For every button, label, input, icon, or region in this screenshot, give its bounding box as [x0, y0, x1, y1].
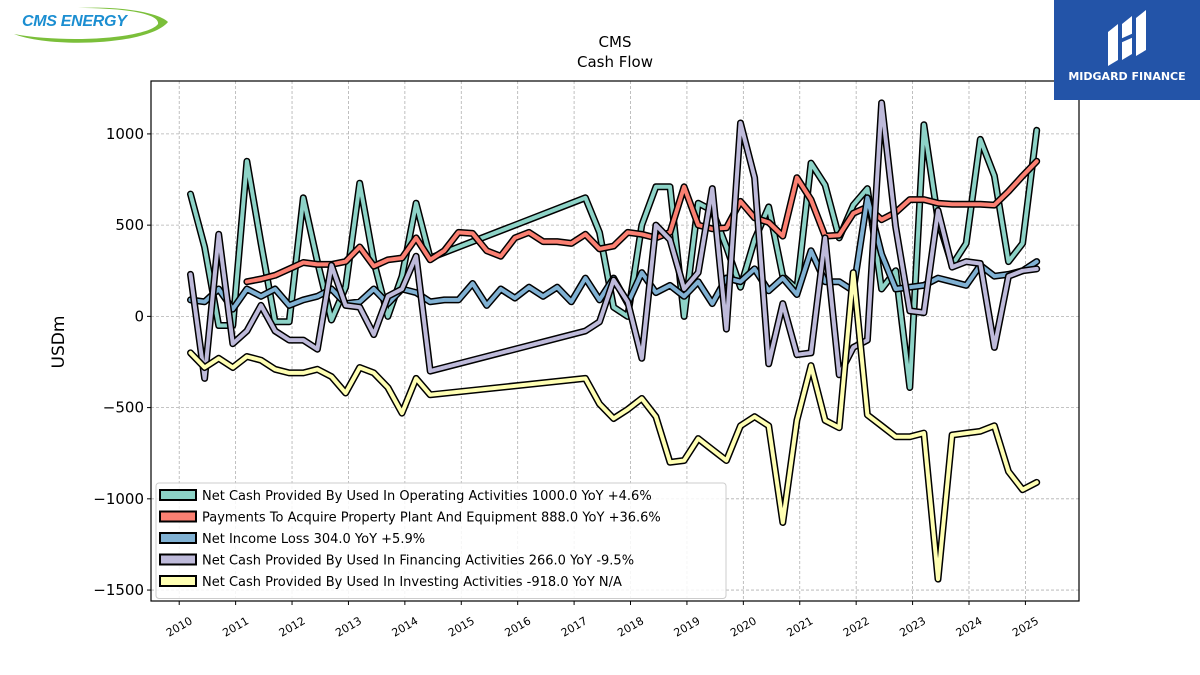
x-tick-label: 2022 — [841, 614, 872, 639]
x-tick-label: 2023 — [897, 614, 928, 639]
legend-swatch — [159, 553, 197, 566]
legend-label: Payments To Acquire Property Plant And E… — [202, 511, 661, 526]
legend-label: Net Income Loss 304.0 YoY +5.9% — [202, 532, 425, 547]
cms-energy-wordmark: CMS ENERGY — [22, 13, 127, 30]
midgard-finance-logo: MIDGARD FINANCE — [1054, 0, 1200, 100]
y-tick-label: 0 — [134, 307, 144, 325]
x-tick-label: 2010 — [164, 614, 195, 639]
y-tick-label: −1000 — [93, 490, 144, 508]
x-tick-label: 2021 — [785, 614, 816, 639]
legend-swatch — [159, 575, 197, 587]
legend-label: Net Cash Provided By Used In Operating A… — [202, 489, 652, 504]
series-line-2 — [244, 159, 1039, 284]
x-tick-label: 2016 — [502, 614, 533, 639]
midgard-mark-icon — [1108, 10, 1146, 66]
x-tick-label: 2013 — [333, 614, 364, 639]
y-tick-label: 1000 — [106, 125, 144, 143]
series-line-5 — [188, 270, 1039, 582]
legend: Net Cash Provided By Used In Operating A… — [155, 482, 727, 599]
x-tick-label: 2011 — [220, 614, 251, 639]
x-tick-label: 2019 — [672, 614, 703, 639]
legend-box — [155, 482, 727, 599]
x-tick-label: 2024 — [954, 614, 985, 639]
legend-label: Net Cash Provided By Used In Investing A… — [202, 575, 622, 590]
series-lines — [187, 99, 1041, 583]
plot-frame — [150, 80, 1080, 602]
x-tick-label: 2015 — [446, 614, 477, 639]
x-axis: 2010 2011 2012 2013 2014 2015 2016 2017 2018 2019… — [164, 601, 1041, 640]
midgard-finance-wordmark: MIDGARD FINANCE — [1068, 70, 1186, 83]
y-axis-label: USDm — [49, 316, 69, 369]
legend-swatch — [159, 510, 197, 523]
series-line-1 — [188, 122, 1039, 390]
y-axis: −1500 −1000 −500 0 500 1000 — [93, 125, 151, 599]
legend-swatch — [159, 489, 197, 501]
x-tick-label: 2014 — [390, 614, 421, 639]
chart-subtitle: Cash Flow — [577, 53, 653, 71]
x-tick-label: 2025 — [1010, 614, 1041, 639]
legend-swatch — [159, 532, 197, 544]
x-tick-label: 2012 — [277, 614, 308, 639]
legend-label: Net Cash Provided By Used In Financing A… — [202, 554, 634, 569]
y-tick-label: −500 — [103, 399, 144, 417]
x-tick-label: 2020 — [728, 614, 759, 639]
x-tick-label: 2018 — [615, 614, 646, 639]
y-tick-label: −1500 — [93, 581, 144, 599]
y-tick-label: 500 — [115, 216, 144, 234]
x-tick-label: 2017 — [559, 614, 590, 639]
cms-energy-logo: CMS ENERGY — [8, 4, 173, 46]
chart-title: CMS — [599, 33, 632, 51]
series-line-4 — [188, 100, 1039, 381]
